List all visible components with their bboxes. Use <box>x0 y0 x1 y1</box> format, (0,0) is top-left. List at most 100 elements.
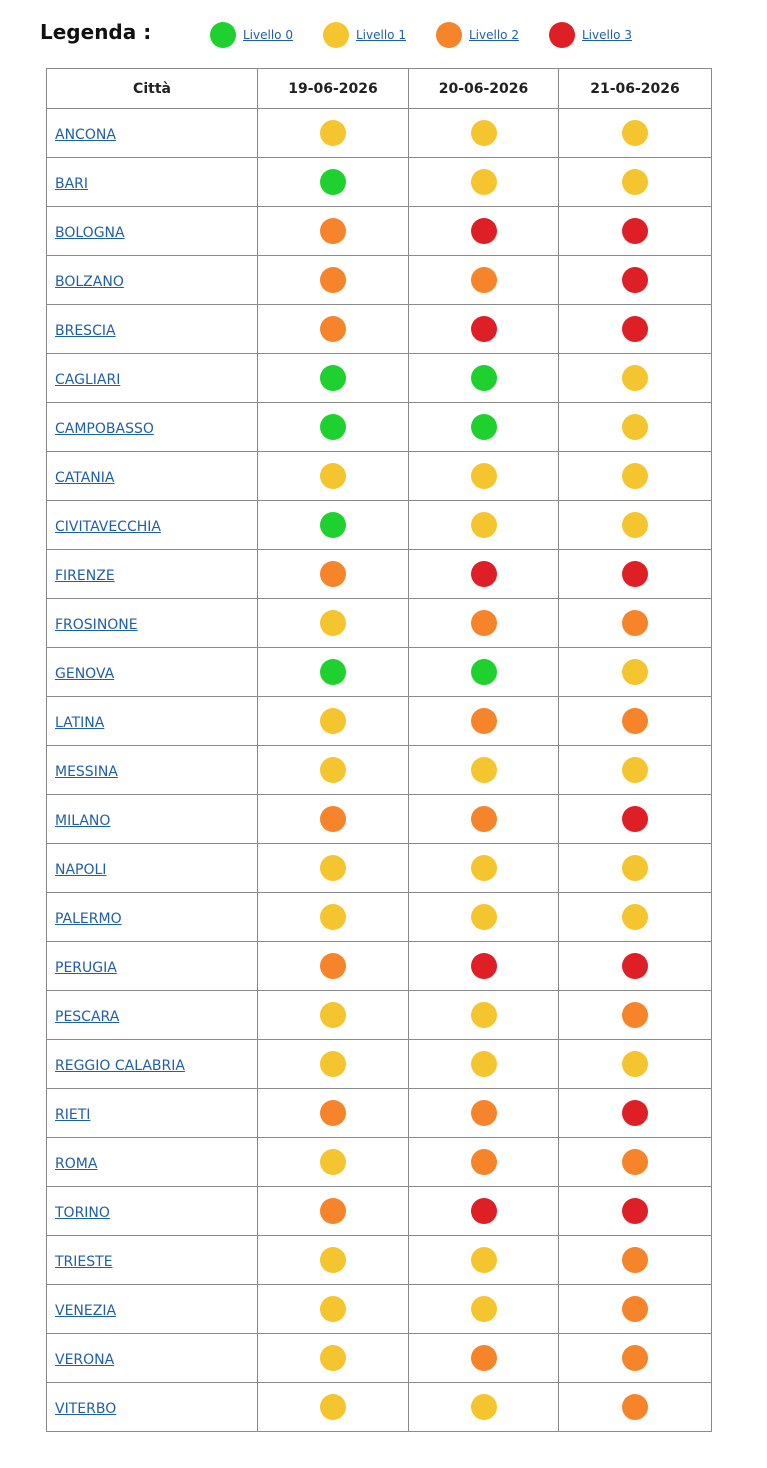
level-2-dot-icon <box>320 1198 346 1224</box>
level-cell <box>558 1137 712 1187</box>
level-cell <box>408 304 559 354</box>
level-cell <box>257 108 409 158</box>
city-cell: BOLZANO <box>46 255 258 305</box>
city-cell: GENOVA <box>46 647 258 697</box>
city-link[interactable]: RIETI <box>55 1106 91 1123</box>
city-link[interactable]: TORINO <box>55 1204 110 1221</box>
table-row: CAGLIARI <box>46 353 712 403</box>
level-1-dot-icon <box>320 904 346 930</box>
level-cell <box>257 1382 409 1432</box>
heat-risk-table: Città 19-06-2026 20-06-2026 21-06-2026 A… <box>46 68 712 1432</box>
city-link[interactable]: BRESCIA <box>55 322 116 339</box>
city-cell: CATANIA <box>46 451 258 501</box>
level-1-dot-icon <box>320 1296 346 1322</box>
level-cell <box>558 990 712 1040</box>
level-cell <box>257 402 409 452</box>
column-header-date-1: 19-06-2026 <box>257 68 409 109</box>
city-link[interactable]: BOLOGNA <box>55 224 125 241</box>
table-row: MILANO <box>46 794 712 844</box>
level-cell <box>257 1137 409 1187</box>
level-cell <box>408 990 559 1040</box>
level-cell <box>558 500 712 550</box>
level-1-dot-icon <box>622 512 648 538</box>
level-1-dot-icon <box>470 1051 497 1077</box>
level-cell <box>558 206 712 256</box>
city-link[interactable]: FROSINONE <box>55 616 138 633</box>
level-cell <box>257 304 409 354</box>
level-2-dot-icon <box>320 218 346 244</box>
city-link[interactable]: ANCONA <box>55 126 116 143</box>
level-cell <box>257 451 409 501</box>
level-3-dot-icon <box>622 806 648 832</box>
city-link[interactable]: REGGIO CALABRIA <box>55 1057 185 1074</box>
table-row: CATANIA <box>46 451 712 501</box>
level-3-dot-icon <box>622 267 648 293</box>
level-cell <box>558 255 712 305</box>
table-row: PALERMO <box>46 892 712 942</box>
city-link[interactable]: NAPOLI <box>55 861 107 878</box>
level-cell <box>257 794 409 844</box>
city-link[interactable]: TRIESTE <box>55 1253 113 1270</box>
level-2-dot-icon <box>320 561 346 587</box>
level-cell <box>257 941 409 991</box>
level-cell <box>257 598 409 648</box>
level-cell <box>408 206 559 256</box>
level-cell <box>558 1284 712 1334</box>
city-link[interactable]: PERUGIA <box>55 959 117 976</box>
level-3-dot-icon <box>622 561 648 587</box>
city-link[interactable]: MESSINA <box>55 763 118 780</box>
city-link[interactable]: PALERMO <box>55 910 122 927</box>
legend-link-level-0[interactable]: Livello 0 <box>243 28 293 42</box>
city-link[interactable]: CIVITAVECCHIA <box>55 518 161 535</box>
level-2-dot-icon <box>470 1149 497 1175</box>
city-link[interactable]: CAGLIARI <box>55 371 121 388</box>
level-1-dot-icon <box>622 659 648 685</box>
table-row: MESSINA <box>46 745 712 795</box>
city-link[interactable]: BOLZANO <box>55 273 124 290</box>
city-link[interactable]: VENEZIA <box>55 1302 117 1319</box>
level-2-dot-icon <box>470 610 497 636</box>
level-cell <box>558 1382 712 1432</box>
level-0-dot-icon <box>470 659 497 685</box>
level-cell <box>257 1333 409 1383</box>
legend-link-level-2[interactable]: Livello 2 <box>469 28 519 42</box>
city-link[interactable]: VITERBO <box>55 1400 117 1417</box>
table-row: CAMPOBASSO <box>46 402 712 452</box>
city-link[interactable]: CATANIA <box>55 469 115 486</box>
level-1-dot-icon <box>622 904 648 930</box>
level-1-dot-icon <box>470 512 497 538</box>
table-row: VENEZIA <box>46 1284 712 1334</box>
level-cell <box>257 549 409 599</box>
city-link[interactable]: GENOVA <box>55 665 115 682</box>
level-1-dot-icon <box>320 855 346 881</box>
city-link[interactable]: PESCARA <box>55 1008 120 1025</box>
table-row: NAPOLI <box>46 843 712 893</box>
city-link[interactable]: LATINA <box>55 714 105 731</box>
level-cell <box>408 108 559 158</box>
level-3-dot-icon <box>470 218 497 244</box>
city-link[interactable]: CAMPOBASSO <box>55 420 154 437</box>
city-link[interactable]: VERONA <box>55 1351 115 1368</box>
level-2-dot-icon <box>470 1100 497 1126</box>
level-cell <box>408 1088 559 1138</box>
level-0-dot-icon <box>320 414 346 440</box>
level-3-dot-icon <box>470 953 497 979</box>
level-cell <box>257 745 409 795</box>
level-cell <box>257 1186 409 1236</box>
legend-link-level-3[interactable]: Livello 3 <box>582 28 632 42</box>
level-cell <box>408 1186 559 1236</box>
city-link[interactable]: BARI <box>55 175 89 192</box>
city-link[interactable]: ROMA <box>55 1155 98 1172</box>
city-link[interactable]: FIRENZE <box>55 567 115 584</box>
level-2-dot-icon <box>320 953 346 979</box>
level-cell <box>257 500 409 550</box>
level-1-dot-icon <box>470 1002 497 1028</box>
city-cell: TORINO <box>46 1186 258 1236</box>
level-0-dot-icon <box>210 22 236 48</box>
level-cell <box>558 1235 712 1285</box>
level-2-dot-icon <box>470 806 497 832</box>
city-link[interactable]: MILANO <box>55 812 111 829</box>
legend-link-level-1[interactable]: Livello 1 <box>356 28 406 42</box>
level-1-dot-icon <box>470 463 497 489</box>
city-cell: MESSINA <box>46 745 258 795</box>
